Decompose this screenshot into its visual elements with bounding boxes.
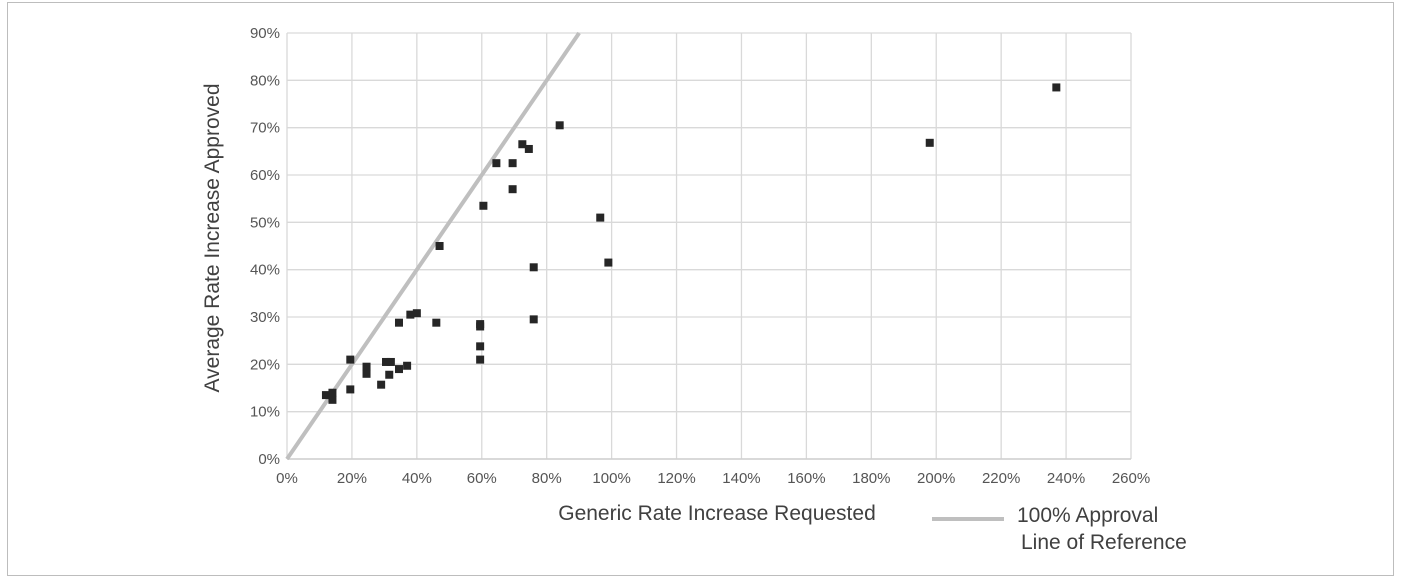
gridlines (286, 32, 1132, 460)
x-tick-label: 20% (337, 470, 367, 487)
x-tick-label: 220% (982, 470, 1020, 487)
scatter-point (555, 121, 564, 130)
scatter-point (406, 310, 415, 319)
x-tick-label: 60% (467, 470, 497, 487)
reference-line-group (285, 31, 581, 461)
scatter-point (377, 380, 386, 389)
scatter-point (508, 185, 517, 194)
y-tick-label: 70% (250, 120, 280, 137)
x-tick-label: 140% (722, 470, 760, 487)
scatter-point (321, 391, 330, 400)
scatter-point (508, 159, 517, 168)
x-axis-title: Generic Rate Increase Requested (558, 502, 876, 525)
y-axis-title: Average Rate Increase Approved (201, 84, 224, 393)
scatter-point (479, 201, 488, 210)
legend: 100% Approval Line of Reference (932, 504, 1187, 554)
y-tick-label: 50% (250, 214, 280, 231)
scatter-point (476, 320, 485, 329)
x-tick-label: 260% (1112, 470, 1150, 487)
x-tick-label: 40% (402, 470, 432, 487)
y-tick-label: 40% (250, 262, 280, 279)
y-tick-label: 0% (258, 451, 280, 468)
scatter-point (596, 213, 605, 222)
x-tick-label: 160% (787, 470, 825, 487)
data-points (321, 83, 1061, 404)
x-tick-label: 80% (532, 470, 562, 487)
scatter-point (529, 315, 538, 324)
scatter-point (386, 357, 395, 366)
scatter-point (394, 318, 403, 327)
scatter-point (362, 362, 371, 371)
scatter-point (346, 385, 355, 394)
y-tick-label: 30% (250, 309, 280, 326)
scatter-point (328, 395, 337, 404)
x-tick-label: 180% (852, 470, 890, 487)
y-tick-label: 10% (250, 404, 280, 421)
legend-label-line2: Line of Reference (1021, 531, 1187, 554)
chart-frame (7, 2, 1394, 576)
x-tick-label: 0% (276, 470, 298, 487)
scatter-point (476, 355, 485, 364)
y-tick-label: 90% (250, 25, 280, 42)
scatter-point (524, 144, 533, 153)
scatter-point (403, 361, 412, 370)
x-tick-label: 120% (657, 470, 695, 487)
scatter-point (925, 138, 934, 147)
scatter-point (385, 370, 394, 379)
x-tick-label: 240% (1047, 470, 1085, 487)
scatter-point (518, 140, 527, 149)
scatter-point (1052, 83, 1061, 92)
y-tick-label: 80% (250, 72, 280, 89)
scatter-point (394, 365, 403, 374)
scatter-point (492, 159, 501, 168)
scatter-point (382, 357, 391, 366)
scatter-point (432, 318, 441, 327)
scatter-point (604, 258, 613, 267)
scatter-point (346, 355, 355, 364)
scatter-point (435, 242, 444, 250)
scatter-point (328, 388, 337, 397)
reference-line (285, 31, 581, 461)
y-tick-label: 60% (250, 167, 280, 184)
x-axis-ticks: 0% 20% 40% 60% 80% 100% 120% 140% 160% 180% 200% 22… (276, 470, 1150, 487)
scatter-point (362, 369, 371, 378)
y-tick-label: 20% (250, 356, 280, 373)
legend-label-line1: 100% Approval (1017, 504, 1158, 527)
x-tick-label: 100% (592, 470, 630, 487)
scatter-point (529, 263, 538, 272)
scatter-point (412, 309, 421, 318)
y-axis-ticks: 0% 10% 20% 30% 40% 50% 60% 70% 80% 90% (250, 25, 280, 468)
scatter-point (476, 342, 485, 351)
x-tick-label: 200% (917, 470, 955, 487)
